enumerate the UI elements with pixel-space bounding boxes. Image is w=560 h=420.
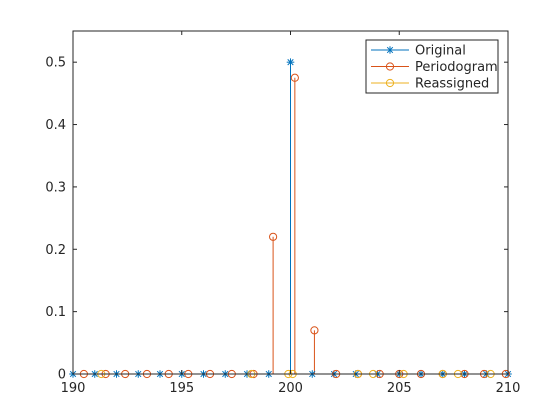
y-tick-label: 0.1: [45, 305, 66, 320]
legend-label: Original: [415, 44, 466, 59]
legend-item-reassigned: Reassigned: [371, 77, 489, 92]
y-tick-label: 0.3: [45, 180, 66, 195]
y-tick-label: 0: [58, 368, 66, 383]
y-tick-labels: 0 0.1 0.2 0.3 0.4 0.5: [45, 56, 66, 383]
legend-marker: [385, 78, 395, 88]
periodogram-marker: [290, 73, 299, 82]
legend-label: Periodogram: [415, 60, 498, 75]
x-tick-label: 195: [169, 381, 194, 396]
y-tick-label: 0.4: [45, 118, 66, 133]
x-tick-labels: 190 195 200 205 210: [61, 381, 521, 396]
legend-marker: [386, 46, 394, 54]
periodogram-marker: [269, 232, 278, 241]
x-tick-label: 200: [278, 381, 303, 396]
legend-item-original: Original: [371, 44, 466, 59]
legend-marker: [385, 62, 395, 71]
y-tick-label: 0.5: [45, 56, 66, 71]
periodogram-marker: [310, 326, 319, 335]
x-tick-label: 190: [61, 381, 86, 396]
legend-item-periodogram: Periodogram: [371, 60, 498, 75]
ticks: [72, 31, 509, 375]
original-marker: [286, 58, 295, 66]
x-tick-label: 205: [387, 381, 412, 396]
y-tick-label: 0.2: [45, 243, 66, 258]
x-tick-label: 210: [496, 381, 521, 396]
legend-label: Reassigned: [415, 77, 489, 92]
